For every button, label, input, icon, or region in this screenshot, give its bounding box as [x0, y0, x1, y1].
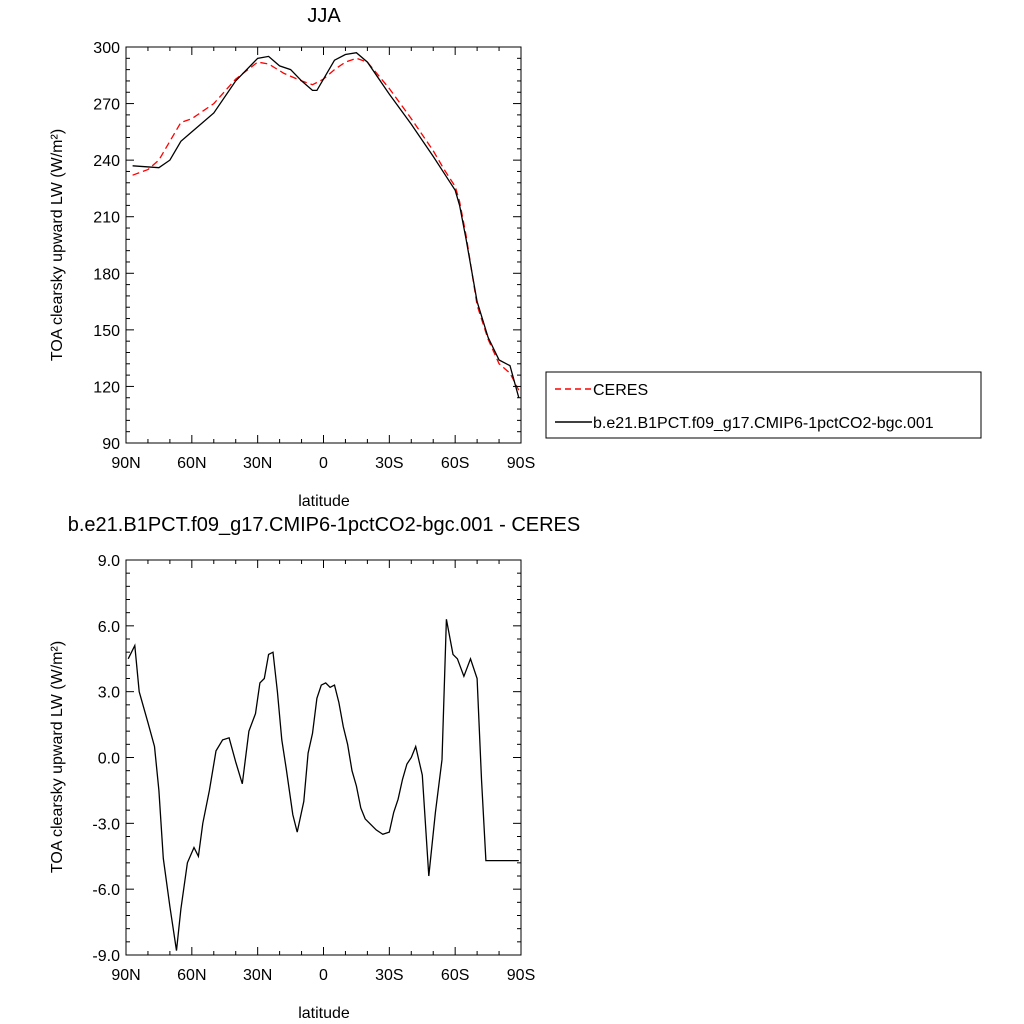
bottom-y-tick-label: 0.0	[98, 751, 120, 768]
bottom-x-axis-label: latitude	[298, 1005, 350, 1022]
bottom-chart: b.e21.B1PCT.f09_g17.CMIP6-1pctCO2-bgc.00…	[49, 514, 580, 1022]
bottom-y-tick-label: -3.0	[92, 816, 120, 833]
legend-box	[545, 371, 982, 439]
top-y-tick-label: 210	[93, 210, 120, 227]
bottom-y-tick-label: -9.0	[92, 948, 120, 965]
top-x-tick-label: 60S	[441, 455, 469, 472]
top-y-tick-label: 240	[93, 153, 120, 170]
top-x-tick-label: 0	[319, 455, 328, 472]
bottom-x-tick-label: 90N	[111, 967, 140, 984]
bottom-x-tick-label: 60N	[177, 967, 206, 984]
bottom-y-tick-label: -6.0	[92, 882, 120, 899]
top-plot-frame	[125, 46, 522, 444]
top-x-tick-label: 60N	[177, 455, 206, 472]
bottom-plot-frame	[125, 559, 522, 956]
top-chart: JJA 90 120 150 180 210 240 270 300 90N 60N 30N 0 30S…	[49, 5, 982, 510]
top-y-tick-label: 150	[93, 323, 120, 340]
bottom-x-tick-label: 0	[319, 967, 328, 984]
bottom-x-tick-label: 30S	[375, 967, 403, 984]
bottom-y-tick-label: 9.0	[98, 553, 120, 570]
top-y-tick-label: 270	[93, 97, 120, 114]
top-series-line-0	[132, 57, 520, 391]
top-x-tick-label: 90S	[507, 455, 535, 472]
top-x-tick-label: 30N	[243, 455, 272, 472]
bottom-x-tick-label: 30N	[243, 967, 272, 984]
bottom-y-tick-label: 3.0	[98, 685, 120, 702]
top-y-axis-label: TOA clearsky upward LW (W/m²)	[49, 129, 66, 361]
legend: CERES b.e21.B1PCT.f09_g17.CMIP6-1pctCO2-…	[545, 371, 982, 439]
top-y-tick-label: 300	[93, 40, 120, 57]
bottom-y-tick-label: 6.0	[98, 619, 120, 636]
bottom-series-line-0	[127, 619, 519, 951]
top-chart-title: JJA	[307, 5, 341, 27]
bottom-x-tick-label: 60S	[441, 967, 469, 984]
legend-label-model: b.e21.B1PCT.f09_g17.CMIP6-1pctCO2-bgc.00…	[593, 415, 934, 432]
bottom-chart-title: b.e21.B1PCT.f09_g17.CMIP6-1pctCO2-bgc.00…	[68, 514, 580, 536]
top-x-tick-label: 90N	[111, 455, 140, 472]
top-x-axis-label: latitude	[298, 493, 350, 510]
top-y-tick-label: 120	[93, 379, 120, 396]
top-y-tick-label: 180	[93, 266, 120, 283]
top-x-tick-label: 30S	[375, 455, 403, 472]
bottom-x-tick-label: 90S	[507, 967, 535, 984]
bottom-y-axis-label: TOA clearsky upward LW (W/m²)	[49, 641, 66, 873]
legend-label-ceres: CERES	[593, 382, 648, 399]
top-series-line-1	[132, 52, 520, 398]
top-y-tick-label: 90	[102, 436, 120, 453]
